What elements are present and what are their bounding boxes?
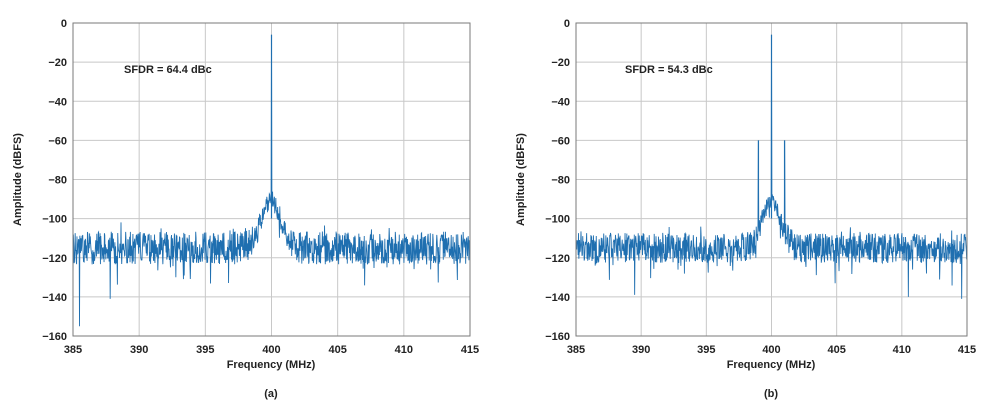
y-tick-label-7: −140 xyxy=(545,292,570,304)
sfdr-annotation: SFDR = 54.3 dBc xyxy=(625,64,713,76)
panel-label: (a) xyxy=(264,388,278,400)
x-tick-label-6: 415 xyxy=(958,344,976,356)
y-tick-label-6: −120 xyxy=(545,253,570,265)
x-tick-label-1: 390 xyxy=(130,344,148,356)
y-tick-label-5: −100 xyxy=(42,214,67,226)
panel-label: (b) xyxy=(764,388,778,400)
y-tick-label-0: 0 xyxy=(61,18,67,30)
x-tick-label-2: 395 xyxy=(196,344,214,356)
y-tick-label-8: −160 xyxy=(42,331,67,343)
x-tick-label-0: 385 xyxy=(64,344,82,356)
x-tick-label-5: 410 xyxy=(893,344,911,356)
x-tick-label-6: 415 xyxy=(461,344,479,356)
y-tick-label-2: −40 xyxy=(48,96,67,108)
y-axis-label: Amplitude (dBFS) xyxy=(515,133,527,226)
sfdr-annotation: SFDR = 64.4 dBc xyxy=(124,64,212,76)
x-tick-label-5: 410 xyxy=(395,344,413,356)
plot-frame xyxy=(575,22,968,337)
x-axis-label: Frequency (MHz) xyxy=(727,359,816,371)
y-tick-label-2: −40 xyxy=(551,96,570,108)
x-axis-label: Frequency (MHz) xyxy=(227,359,316,371)
x-tick-label-0: 385 xyxy=(567,344,585,356)
y-tick-label-1: −20 xyxy=(551,57,570,69)
y-tick-label-7: −140 xyxy=(42,292,67,304)
y-tick-label-6: −120 xyxy=(42,253,67,265)
plot-frame xyxy=(72,22,471,337)
x-tick-label-2: 395 xyxy=(697,344,715,356)
y-tick-label-3: −60 xyxy=(551,135,570,147)
y-tick-label-8: −160 xyxy=(545,331,570,343)
y-tick-label-1: −20 xyxy=(48,57,67,69)
x-tick-label-1: 390 xyxy=(632,344,650,356)
x-tick-label-3: 400 xyxy=(262,344,280,356)
x-tick-label-3: 400 xyxy=(762,344,780,356)
y-tick-label-4: −80 xyxy=(48,175,67,187)
y-tick-label-4: −80 xyxy=(551,175,570,187)
y-tick-label-0: 0 xyxy=(564,18,570,30)
y-tick-label-3: −60 xyxy=(48,135,67,147)
y-tick-label-5: −100 xyxy=(545,214,570,226)
x-tick-label-4: 405 xyxy=(328,344,346,356)
y-axis-label: Amplitude (dBFS) xyxy=(12,133,24,226)
x-tick-label-4: 405 xyxy=(827,344,845,356)
